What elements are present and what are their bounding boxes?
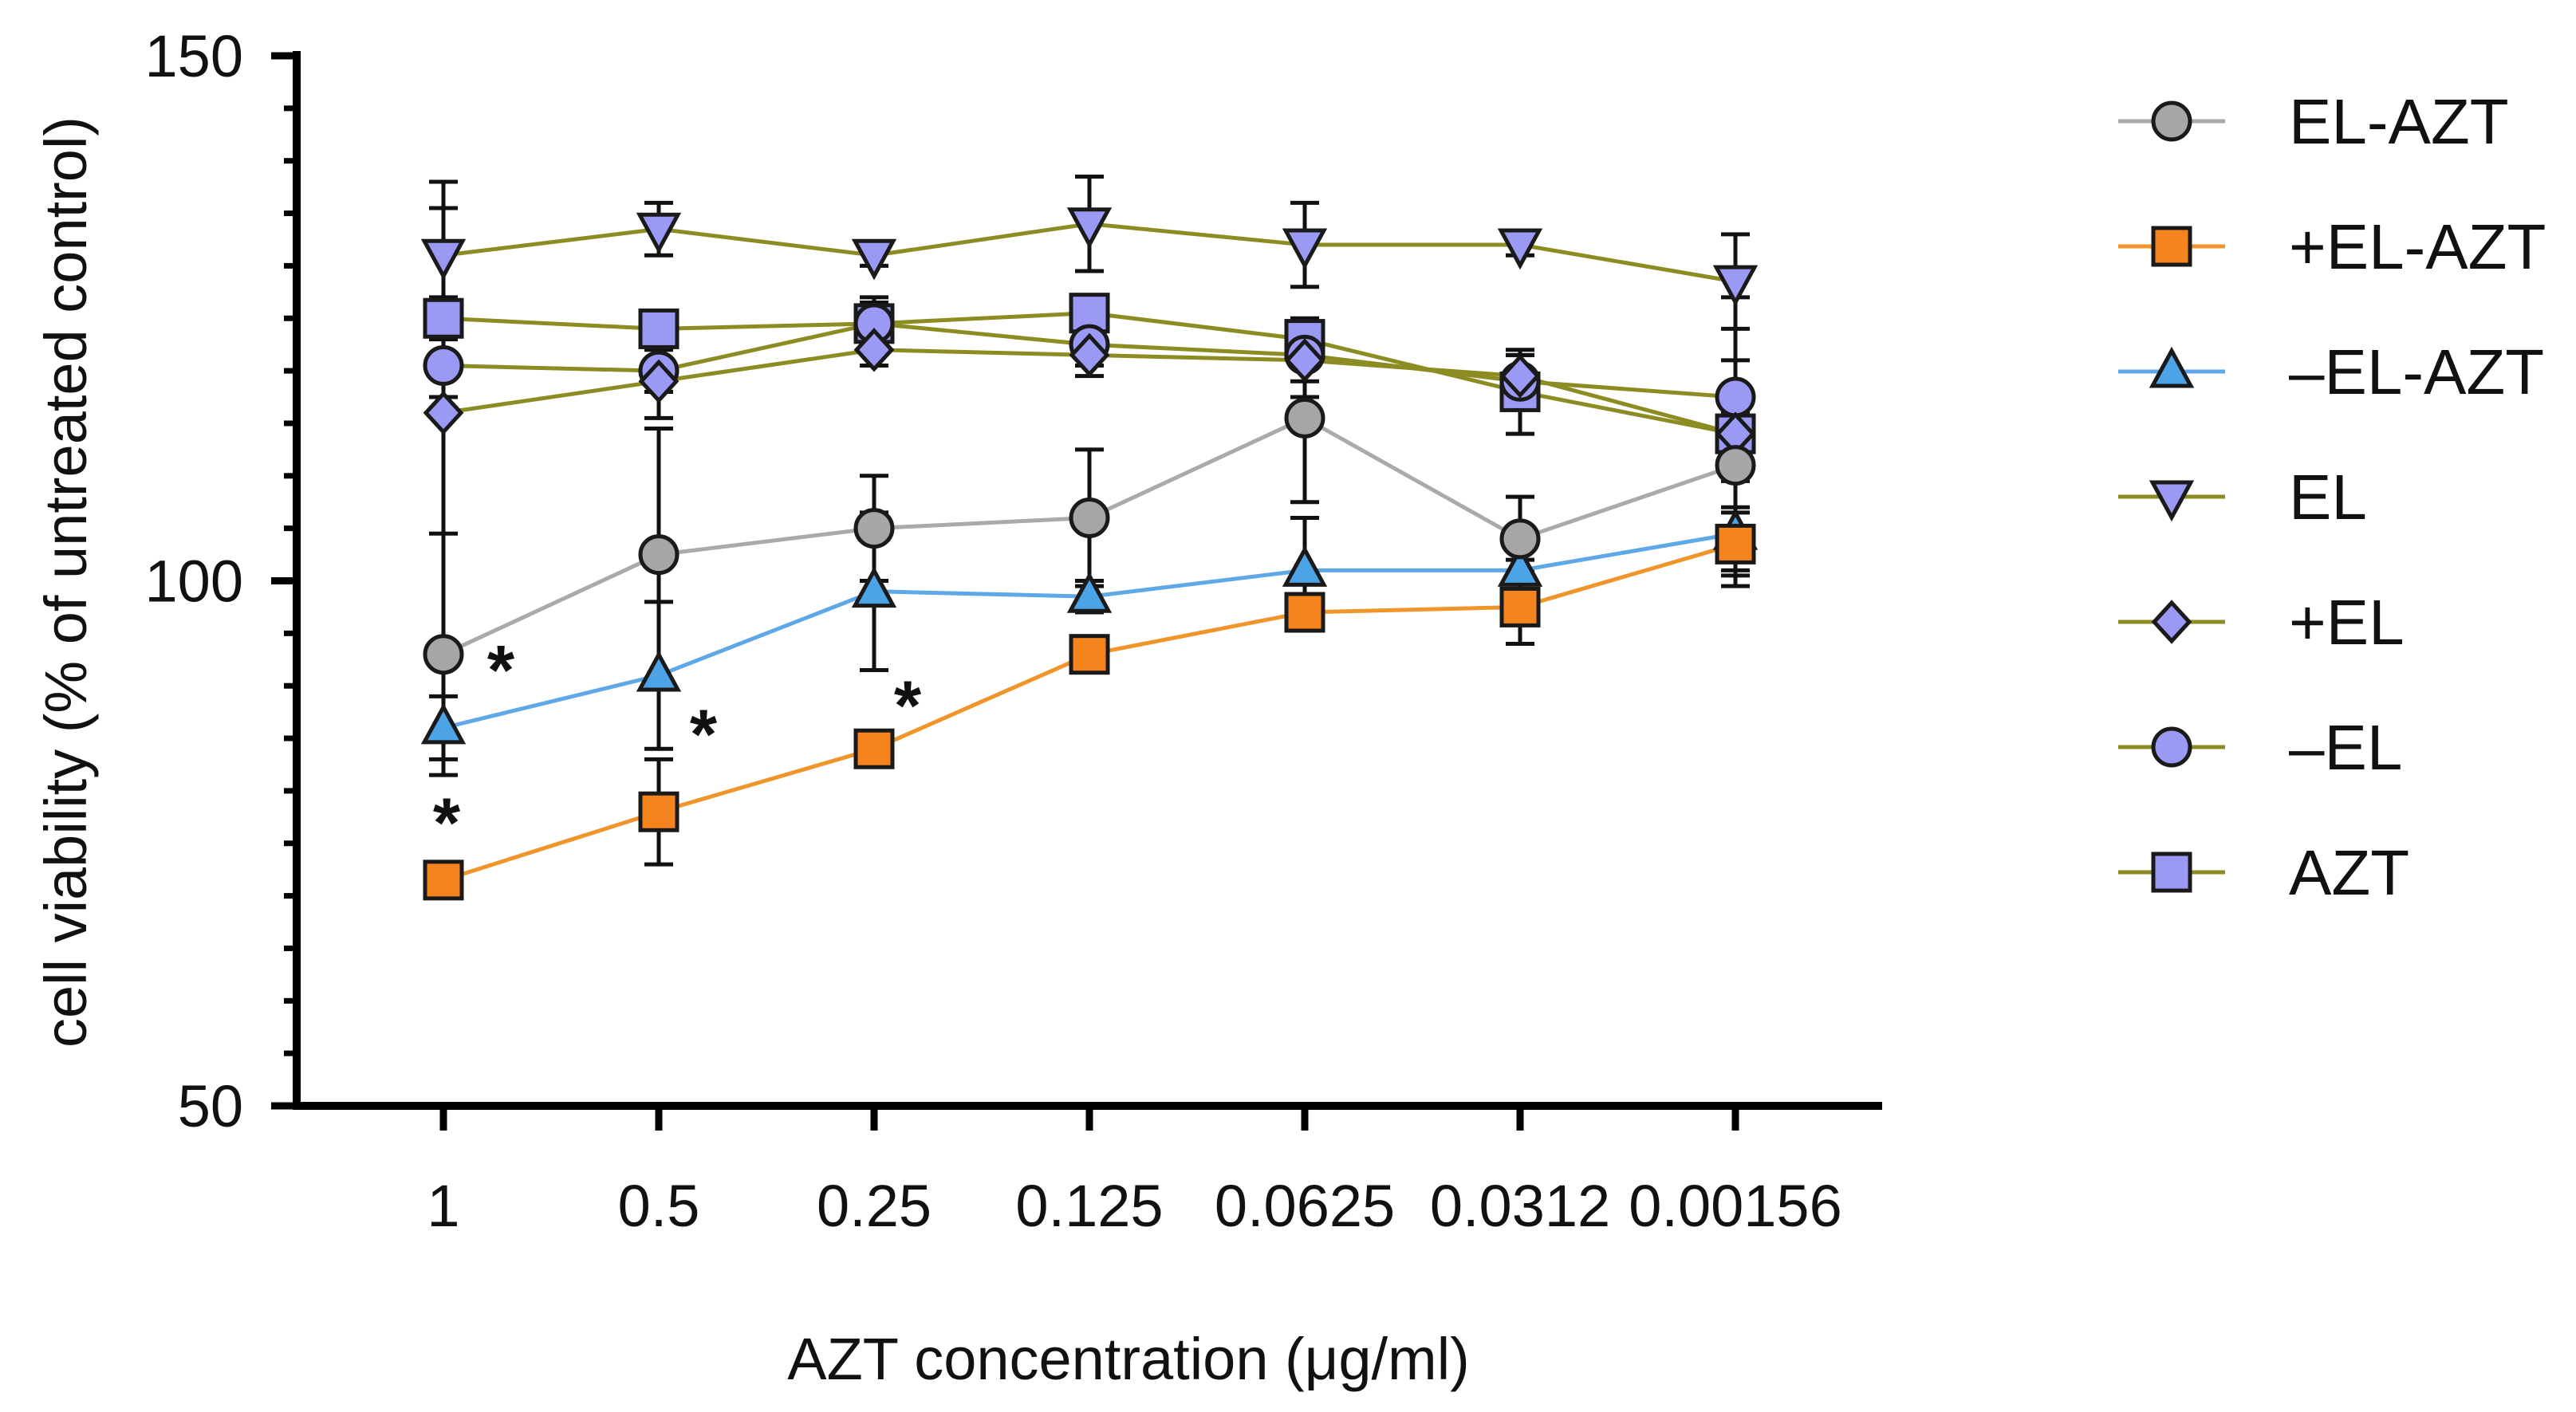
legend-item-plus-el: +EL xyxy=(2118,587,2405,658)
plus-el-azt-point xyxy=(423,859,464,901)
axes: 50 100 150 1 0.5 0.25 0.125 0.0625 0.0312 0.0015… xyxy=(145,23,1882,1239)
annotations: * * * * xyxy=(433,631,922,862)
x-tick-label: 0.5 xyxy=(618,1173,700,1239)
minus-el-azt-point xyxy=(420,702,467,745)
legend-marker xyxy=(2151,852,2192,893)
plus-el-azt-point xyxy=(853,728,895,769)
legend-marker xyxy=(2151,226,2192,267)
minus-el-point xyxy=(1715,376,1756,418)
legend-label: –EL xyxy=(2289,712,2402,783)
plus-el-point xyxy=(1284,338,1325,383)
legend-label: +EL-AZT xyxy=(2289,211,2546,282)
significance-marker: * xyxy=(894,666,922,745)
plus-el-azt-point xyxy=(1069,634,1110,675)
el-point xyxy=(1282,228,1328,270)
x-tick-label: 0.125 xyxy=(1015,1173,1163,1239)
x-tick-label: 0.0312 xyxy=(1430,1173,1610,1239)
x-ticks: 1 0.5 0.25 0.125 0.0625 0.0312 0.00156 xyxy=(427,1106,1842,1239)
x-tick-label: 0.25 xyxy=(817,1173,932,1239)
legend-label: EL xyxy=(2289,462,2367,533)
y-tick-label: 150 xyxy=(145,23,243,89)
plus-el-azt-point xyxy=(1284,592,1325,633)
el-azt-point xyxy=(638,534,679,576)
el-point xyxy=(1497,228,1543,270)
legend-item-plus-el-azt: +EL-AZT xyxy=(2118,211,2546,282)
el-azt-point xyxy=(1284,397,1325,439)
significance-marker: * xyxy=(433,783,461,862)
plus-el-azt-point xyxy=(1499,586,1541,627)
legend-marker xyxy=(2151,100,2192,142)
legend-label: +EL xyxy=(2289,587,2405,658)
el-azt-point xyxy=(1069,497,1110,538)
legend-item-azt: AZT xyxy=(2118,837,2409,908)
y-ticks: 50 100 150 xyxy=(145,23,297,1139)
legend-label: –EL-AZT xyxy=(2289,336,2544,407)
legend-label: EL-AZT xyxy=(2289,86,2509,157)
legend: EL-AZT +EL-AZT –EL-AZT EL +EL –EL AZT xyxy=(2118,86,2546,908)
minus-el-azt-point xyxy=(1282,545,1328,587)
minus-el-azt-point xyxy=(636,650,682,692)
plus-el-azt-point xyxy=(638,791,679,832)
el-azt-point xyxy=(423,634,464,675)
plus-el-point xyxy=(853,328,895,372)
el-azt-point xyxy=(1499,518,1541,560)
minus-el-azt-point xyxy=(851,566,897,608)
legend-item-el-azt: EL-AZT xyxy=(2118,86,2509,157)
azt-point xyxy=(638,308,679,349)
legend-item-minus-el: –EL xyxy=(2118,712,2402,783)
legend-item-el: EL xyxy=(2118,462,2367,533)
plus-el-point xyxy=(423,391,464,435)
significance-marker: * xyxy=(487,631,515,710)
el-azt-point xyxy=(1715,445,1756,486)
x-tick-label: 0.00156 xyxy=(1629,1173,1842,1239)
x-tick-label: 1 xyxy=(427,1173,459,1239)
legend-marker xyxy=(2151,600,2192,644)
minus-el-azt-point xyxy=(1066,572,1113,613)
plot-area xyxy=(420,174,1759,901)
significance-marker: * xyxy=(690,694,718,773)
el-point xyxy=(636,212,682,254)
legend-marker xyxy=(2151,726,2192,768)
minus-el-point xyxy=(423,345,464,387)
azt-point xyxy=(423,297,464,339)
el-point xyxy=(1066,207,1113,249)
plus-el-point xyxy=(1069,332,1110,378)
plus-el-point xyxy=(638,359,679,403)
legend-marker xyxy=(2149,346,2195,388)
legend-label: AZT xyxy=(2289,837,2409,908)
plus-el-point xyxy=(1499,353,1541,399)
el-point xyxy=(851,238,897,281)
minus-el-azt-point xyxy=(1497,545,1543,587)
legend-item-minus-el-azt: –EL-AZT xyxy=(2118,336,2544,407)
y-axis-title: cell viability (% of untreated control) xyxy=(33,116,99,1048)
series-markers xyxy=(420,207,1759,901)
y-tick-label: 50 xyxy=(178,1073,243,1139)
el-point xyxy=(420,238,467,281)
legend-marker xyxy=(2149,480,2195,522)
x-tick-label: 0.0625 xyxy=(1215,1173,1395,1239)
y-tick-label: 100 xyxy=(145,549,243,615)
x-axis-title: AZT concentration (μg/ml) xyxy=(787,1326,1470,1392)
plus-el-azt-point xyxy=(1715,523,1756,564)
el-azt-point xyxy=(853,508,895,549)
el-point xyxy=(1712,265,1759,307)
